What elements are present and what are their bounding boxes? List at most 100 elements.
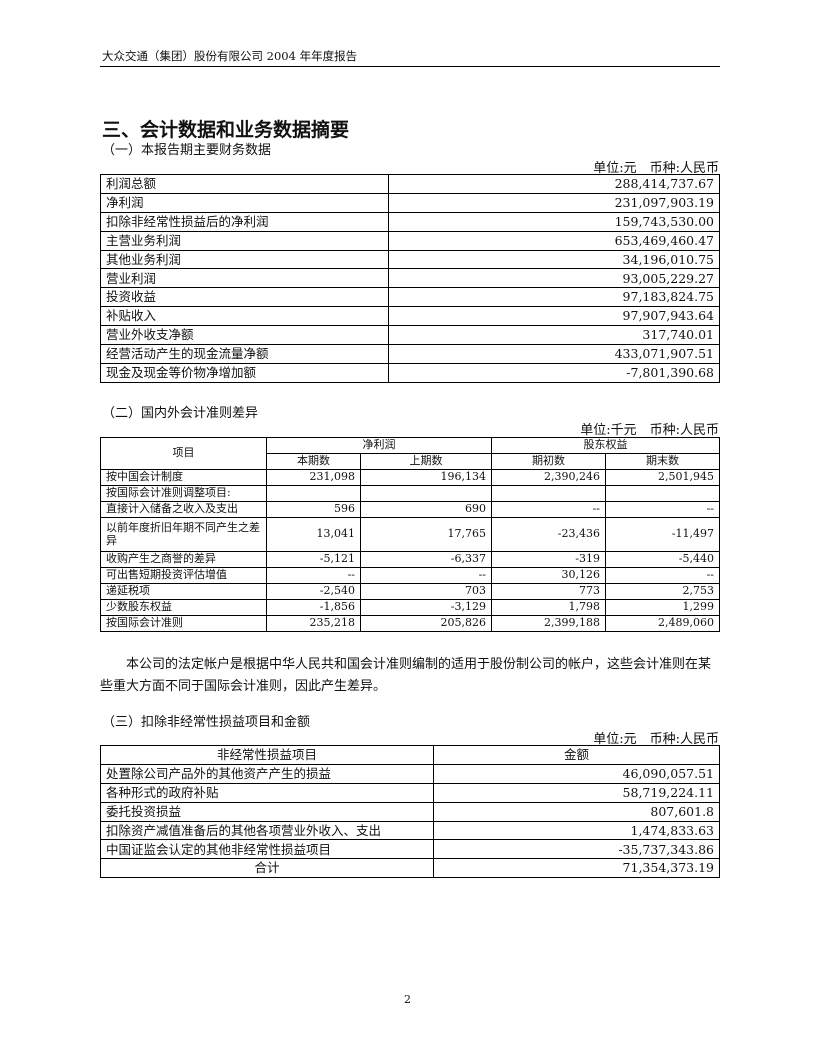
col-amount: 金额 bbox=[433, 745, 720, 765]
row-label: 营业利润 bbox=[100, 268, 389, 289]
table-row: 主营业务利润 653,469,460.47 bbox=[100, 230, 720, 251]
row-label: 以前年度折旧年期不同产生之差异 bbox=[100, 517, 267, 552]
cell-value: -319 bbox=[491, 551, 606, 568]
row-label: 委托投资损益 bbox=[100, 801, 434, 822]
col-ending: 期末数 bbox=[605, 453, 720, 470]
row-label: 补贴收入 bbox=[100, 306, 389, 327]
table-row: 经营活动产生的现金流量净额 433,071,907.51 bbox=[100, 344, 720, 364]
table-row: 按国际会计准则 235,218 205,826 2,399,188 2,489,060 bbox=[100, 615, 720, 632]
row-label: 经营活动产生的现金流量净额 bbox=[100, 344, 389, 364]
row-label: 其他业务利润 bbox=[100, 249, 389, 270]
cell-value: 2,399,188 bbox=[491, 615, 606, 632]
row-label: 投资收益 bbox=[100, 287, 389, 308]
cell-value: 231,097,903.19 bbox=[388, 192, 720, 213]
cell-value: -2,540 bbox=[266, 583, 361, 600]
cell-value: 807,601.8 bbox=[433, 801, 720, 822]
cell-value: -11,497 bbox=[605, 517, 720, 552]
table-row: 可出售短期投资评估增值 -- -- 30,126 -- bbox=[100, 567, 720, 584]
cell-value: 1,299 bbox=[605, 599, 720, 616]
cell-value: 159,743,530.00 bbox=[388, 211, 720, 232]
cell-value: -5,440 bbox=[605, 551, 720, 568]
cell-value: 653,469,460.47 bbox=[388, 230, 720, 251]
col-item: 项目 bbox=[100, 437, 267, 470]
part3-title: （三）扣除非经常性损益项目和金额 bbox=[102, 715, 311, 730]
cell-value: -- bbox=[266, 567, 361, 584]
table-row: 按国际会计准则调整项目: bbox=[100, 485, 720, 502]
table-row: 营业利润 93,005,229.27 bbox=[100, 268, 720, 289]
cell-value: 2,501,945 bbox=[605, 469, 720, 486]
table-row: 中国证监会认定的其他非经常性损益项目 -35,737,343.86 bbox=[100, 839, 720, 860]
cell-value: -5,121 bbox=[266, 551, 361, 568]
cell-value: 30,126 bbox=[491, 567, 606, 584]
cell-value: 773 bbox=[491, 583, 606, 600]
page-number: 2 bbox=[404, 993, 411, 1006]
total-value: 71,354,373.19 bbox=[433, 858, 720, 879]
table-row: 委托投资损益 807,601.8 bbox=[100, 801, 720, 822]
table-row: 扣除资产减值准备后的其他各项营业外收入、支出 1,474,833.63 bbox=[100, 820, 720, 841]
explanation-paragraph: 本公司的法定帐户是根据中华人民共和国会计准则编制的适用于股份制公司的帐户，这些会… bbox=[100, 657, 712, 694]
cell-value: -1,856 bbox=[266, 599, 361, 616]
table-row: 处置除公司产品外的其他资产产生的损益 46,090,057.51 bbox=[100, 763, 720, 784]
part1-unit: 单位:元 币种:人民币 bbox=[593, 161, 719, 176]
running-header: 大众交通（集团）股份有限公司 2004 年年度报告 bbox=[102, 49, 358, 63]
cell-value: 690 bbox=[360, 501, 492, 518]
col-current: 本期数 bbox=[266, 453, 361, 470]
cell-value: -- bbox=[605, 501, 720, 518]
table-row: 净利润 231,097,903.19 bbox=[100, 192, 720, 213]
col-net-profit: 净利润 bbox=[266, 437, 492, 454]
gaap-difference-table: 项目 净利润 股东权益 本期数 上期数 期初数 期末数 按中国会计制度 231,0… bbox=[100, 437, 720, 632]
cell-value: 317,740.01 bbox=[388, 325, 720, 346]
part2-unit: 单位:千元 币种:人民币 bbox=[580, 423, 719, 438]
cell-value: 97,907,943.64 bbox=[388, 306, 720, 327]
row-label: 按国际会计准则调整项目: bbox=[100, 485, 267, 502]
table-row: 营业外收支净额 317,740.01 bbox=[100, 325, 720, 346]
row-label: 扣除非经常性损益后的净利润 bbox=[100, 211, 389, 232]
cell-value bbox=[266, 485, 361, 502]
cell-value: -- bbox=[605, 567, 720, 584]
cell-value: -6,337 bbox=[360, 551, 492, 568]
cell-value: 93,005,229.27 bbox=[388, 268, 720, 289]
row-label: 中国证监会认定的其他非经常性损益项目 bbox=[100, 839, 434, 860]
cell-value bbox=[605, 485, 720, 502]
total-label: 合计 bbox=[100, 858, 434, 879]
row-label: 净利润 bbox=[100, 192, 389, 213]
row-label: 各种形式的政府补贴 bbox=[100, 782, 434, 803]
cell-value: 196,134 bbox=[360, 469, 492, 486]
row-label: 可出售短期投资评估增值 bbox=[100, 567, 267, 584]
cell-value: -7,801,390.68 bbox=[388, 362, 720, 383]
cell-value: 17,765 bbox=[360, 517, 492, 552]
row-label: 现金及现金等价物净增加额 bbox=[100, 362, 389, 383]
main-financial-data-table: 利润总额 288,414,737.67 净利润 231,097,903.19 扣除非经常… bbox=[100, 174, 720, 383]
header-rule bbox=[100, 66, 720, 67]
table-row: 按中国会计制度 231,098 196,134 2,390,246 2,501,945 bbox=[100, 469, 720, 486]
cell-value: 1,474,833.63 bbox=[433, 820, 720, 841]
cell-value: 288,414,737.67 bbox=[388, 174, 720, 194]
cell-value: 2,753 bbox=[605, 583, 720, 600]
section-title: 三、会计数据和业务数据摘要 bbox=[102, 119, 350, 141]
row-label: 少数股东权益 bbox=[100, 599, 267, 616]
cell-value: 34,196,010.75 bbox=[388, 249, 720, 270]
cell-value: -23,436 bbox=[491, 517, 606, 552]
col-equity: 股东权益 bbox=[491, 437, 720, 454]
part3-unit: 单位:元 币种:人民币 bbox=[593, 732, 719, 747]
table-row: 各种形式的政府补贴 58,719,224.11 bbox=[100, 782, 720, 803]
part1-title: （一）本报告期主要财务数据 bbox=[102, 143, 272, 158]
cell-value: 97,183,824.75 bbox=[388, 287, 720, 308]
table-row: 收购产生之商誉的差异 -5,121 -6,337 -319 -5,440 bbox=[100, 551, 720, 568]
cell-value: 2,489,060 bbox=[605, 615, 720, 632]
cell-value: 433,071,907.51 bbox=[388, 344, 720, 364]
table-row: 直接计入储备之收入及支出 596 690 -- -- bbox=[100, 501, 720, 518]
cell-value bbox=[360, 485, 492, 502]
cell-value: -- bbox=[360, 567, 492, 584]
part2-title: （二）国内外会计准则差异 bbox=[102, 406, 259, 421]
row-label: 利润总额 bbox=[100, 174, 389, 194]
total-row: 合计 71,354,373.19 bbox=[100, 858, 720, 879]
row-label: 递延税项 bbox=[100, 583, 267, 600]
table-row: 利润总额 288,414,737.67 bbox=[100, 174, 720, 194]
table-row: 扣除非经常性损益后的净利润 159,743,530.00 bbox=[100, 211, 720, 232]
col-beginning: 期初数 bbox=[491, 453, 606, 470]
cell-value: 2,390,246 bbox=[491, 469, 606, 486]
table-row: 以前年度折旧年期不同产生之差异 13,041 17,765 -23,436 -11,49… bbox=[100, 517, 720, 552]
row-label: 按中国会计制度 bbox=[100, 469, 267, 486]
row-label: 扣除资产减值准备后的其他各项营业外收入、支出 bbox=[100, 820, 434, 841]
